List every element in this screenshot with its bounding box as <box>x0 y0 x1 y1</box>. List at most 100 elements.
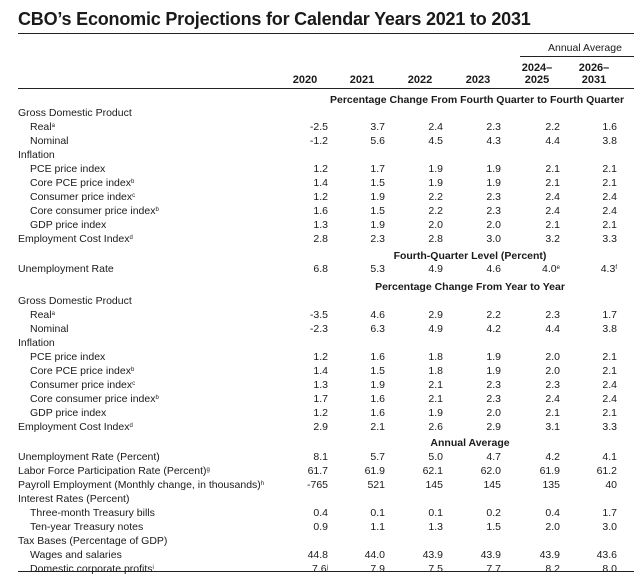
row-value: 4.3f <box>600 263 617 275</box>
row-value: 4.6 <box>486 263 501 275</box>
row-value: 7.9 <box>370 563 385 575</box>
row-value: 3.8 <box>602 135 617 147</box>
row-value: 0.2 <box>486 507 501 519</box>
row-value: 2.2 <box>486 309 501 321</box>
row-value: 2.3 <box>545 379 560 391</box>
row-value: 3.0 <box>486 233 501 245</box>
row-value: 44.8 <box>307 549 328 561</box>
table-row: Tax Bases (Percentage of GDP) <box>0 534 640 548</box>
column-header: 2022 <box>407 74 433 86</box>
row-value: 3.7 <box>370 121 385 133</box>
row-value: 4.2 <box>486 323 501 335</box>
row-value: 2.0 <box>545 365 560 377</box>
row-value: 2.1 <box>428 393 443 405</box>
footnote-marker: h <box>260 481 265 487</box>
annual-average-group-label: Annual Average <box>548 42 622 54</box>
row-value: 4.5 <box>428 135 443 147</box>
row-value: 1.7 <box>370 163 385 175</box>
row-value: 1.9 <box>370 191 385 203</box>
footnote-marker: b <box>130 367 135 373</box>
row-value: 1.6 <box>370 393 385 405</box>
row-value: 1.4 <box>313 177 328 189</box>
row-value: 8.0 <box>602 563 617 575</box>
footnote-marker: b <box>155 395 159 401</box>
row-value: 1.9 <box>428 177 443 189</box>
footnote-marker: b <box>155 207 159 213</box>
row-value: 2.3 <box>370 233 385 245</box>
section-heading: Fourth-Quarter Level (Percent) <box>393 250 547 262</box>
row-value: 2.0 <box>486 407 501 419</box>
table-row: Core PCE price indexb 1.4 1.5 1.9 1.9 2.1 2.1 <box>0 176 640 190</box>
row-value: 1.9 <box>486 163 501 175</box>
row-value: 6.8 <box>313 263 328 275</box>
row-value: -765 <box>306 479 328 491</box>
row-value: 1.9 <box>486 365 501 377</box>
row-value: 0.9 <box>313 521 328 533</box>
table-row: Reala -3.5 4.6 2.9 2.2 2.3 1.7 <box>0 308 640 322</box>
table-row: Payroll Employment (Monthly change, in t… <box>0 478 640 492</box>
row-value: 2.4 <box>602 191 617 203</box>
table-row: Wages and salaries 44.8 44.0 43.9 43.9 43.9 43… <box>0 548 640 562</box>
row-label: Consumer price indexc <box>30 191 136 203</box>
title-rule <box>18 33 634 34</box>
row-label: GDP price index <box>30 219 107 231</box>
row-value: 521 <box>367 479 385 491</box>
row-label: Core PCE price indexb <box>30 177 135 189</box>
row-value: 1.6 <box>370 351 385 363</box>
row-value: 5.0 <box>428 451 443 463</box>
row-value: 1.6 <box>602 121 617 133</box>
row-value: 2.9 <box>428 309 443 321</box>
row-value: 2.3 <box>486 205 501 217</box>
footnote-marker: d <box>129 235 133 241</box>
page-title: CBO’s Economic Projections for Calendar … <box>18 9 531 29</box>
row-value: 62.0 <box>480 465 501 477</box>
row-label: Labor Force Participation Rate (Percent)… <box>18 465 210 477</box>
row-value: 2.1 <box>545 407 560 419</box>
row-value: 4.9 <box>428 323 443 335</box>
row-value: 4.6 <box>370 309 385 321</box>
row-value: 2.0 <box>428 219 443 231</box>
table-row: Consumer price indexc 1.3 1.9 2.1 2.3 2.3 2.4 <box>0 378 640 392</box>
bottom-rule <box>18 571 634 572</box>
row-value: 0.1 <box>370 507 385 519</box>
row-value: 2.1 <box>602 163 617 175</box>
row-value: 1.5 <box>370 205 385 217</box>
row-value: 2.2 <box>428 191 443 203</box>
section-heading: Percentage Change From Fourth Quarter to… <box>330 94 625 106</box>
row-value: 61.9 <box>539 465 560 477</box>
row-value: 1.2 <box>313 351 328 363</box>
table-row: Nominal -1.2 5.6 4.5 4.3 4.4 3.8 <box>0 134 640 148</box>
table-row: Unemployment Rate (Percent) 8.1 5.7 5.0 4.7 4… <box>0 450 640 464</box>
row-label: Inflation <box>18 337 55 349</box>
row-label: Payroll Employment (Monthly change, in t… <box>18 479 265 491</box>
row-value: -2.3 <box>309 323 328 335</box>
row-value: 1.2 <box>313 191 328 203</box>
table-row: Consumer price indexc 1.2 1.9 2.2 2.3 2.4 2.4 <box>0 190 640 204</box>
row-value: 2.2 <box>545 121 560 133</box>
row-value: 1.3 <box>313 379 328 391</box>
row-value: 2.3 <box>486 191 501 203</box>
row-value: 1.3 <box>428 521 443 533</box>
table-row: Gross Domestic Product <box>0 106 640 120</box>
row-label: PCE price index <box>30 163 106 175</box>
row-value: 1.9 <box>486 351 501 363</box>
table-row: Interest Rates (Percent) <box>0 492 640 506</box>
row-label: Ten-year Treasury notes <box>30 521 144 533</box>
row-label: Wages and salaries <box>30 549 122 561</box>
row-value: 4.0e <box>542 263 560 275</box>
table-row: Reala -2.5 3.7 2.4 2.3 2.2 1.6 <box>0 120 640 134</box>
row-value: 5.6 <box>370 135 385 147</box>
row-value: 2.1 <box>602 351 617 363</box>
table-row: PCE price index 1.2 1.7 1.9 1.9 2.1 2.1 <box>0 162 640 176</box>
row-value: 2.4 <box>602 205 617 217</box>
row-value: 2.1 <box>602 365 617 377</box>
row-value: 2.4 <box>428 121 443 133</box>
row-value: 2.1 <box>545 177 560 189</box>
column-header: 2021 <box>349 74 375 86</box>
row-value: 0.1 <box>428 507 443 519</box>
table-row: Gross Domestic Product <box>0 294 640 308</box>
row-value: 2.0 <box>545 351 560 363</box>
row-value: 1.7 <box>602 309 617 321</box>
table-row: Labor Force Participation Rate (Percent)… <box>0 464 640 478</box>
row-value: 1.6 <box>370 407 385 419</box>
